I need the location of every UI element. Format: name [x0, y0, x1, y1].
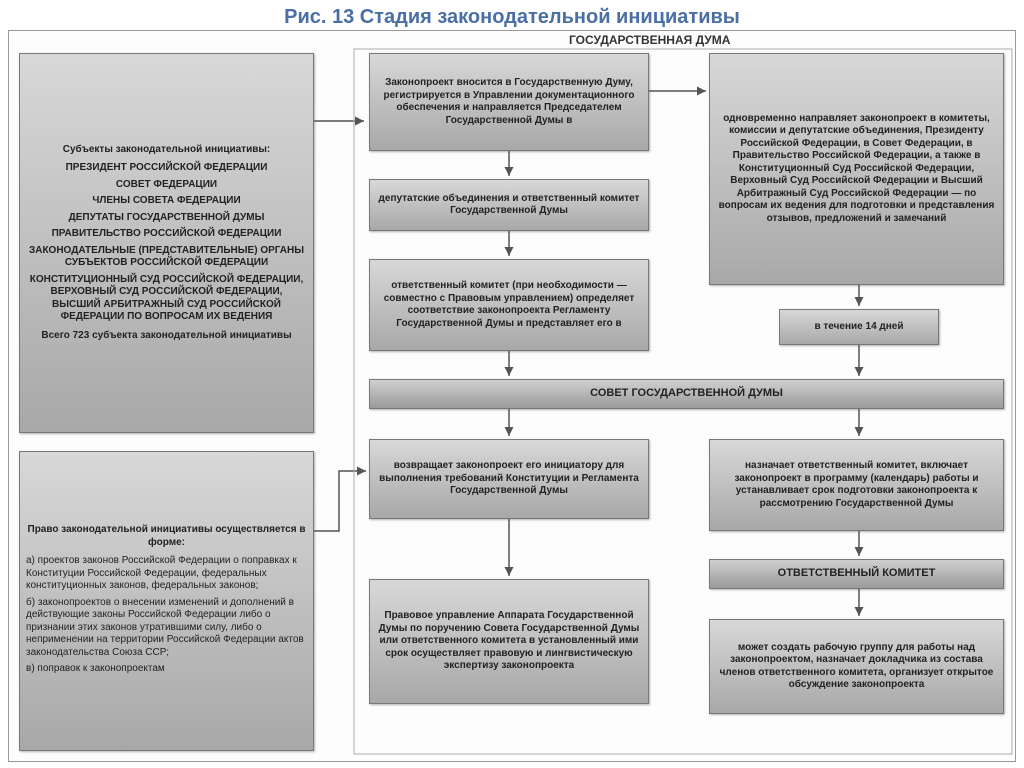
box-workgroup: может создать рабочую группу для работы … — [709, 619, 1004, 714]
committee-text: ОТВЕТСТВЕННЫЙ КОМИТЕТ — [716, 567, 997, 581]
subjects-header: Субъекты законодательной инициативы: — [26, 144, 307, 157]
subjects-item: ДЕПУТАТЫ ГОСУДАРСТВЕННОЙ ДУМЫ — [26, 212, 307, 225]
box-committees: депутатские объединения и ответственный … — [369, 179, 649, 231]
banner-council: СОВЕТ ГОСУДАРСТВЕННОЙ ДУМЫ — [369, 379, 1004, 409]
subjects-item: ЧЛЕНЫ СОВЕТА ФЕДЕРАЦИИ — [26, 195, 307, 208]
box-14days: в течение 14 дней — [779, 309, 939, 345]
workgroup-text: может создать рабочую группу для работы … — [716, 642, 997, 692]
subjects-item: ПРЕЗИДЕНТ РОССИЙСКОЙ ФЕДЕРАЦИИ — [26, 162, 307, 175]
box-return: возвращает законопроект его инициатору д… — [369, 439, 649, 519]
register-text: Законопроект вносится в Государственную … — [376, 77, 642, 127]
assign-text: назначает ответственный комитет, включае… — [716, 460, 997, 510]
right-form-item: б) законопроектов о внесении изменений и… — [26, 597, 307, 660]
box-right-form: Право законодательной инициативы осущест… — [19, 451, 314, 751]
box-responsible: ответственный комитет (при необходимости… — [369, 259, 649, 351]
duma-header-label: ГОСУДАРСТВЕННАЯ ДУМА — [569, 33, 730, 47]
box-assign: назначает ответственный комитет, включае… — [709, 439, 1004, 531]
box-subjects: Субъекты законодательной инициативы: ПРЕ… — [19, 53, 314, 433]
council-text: СОВЕТ ГОСУДАРСТВЕННОЙ ДУМЫ — [376, 387, 997, 401]
right-form-item: в) поправок к законопроектам — [26, 663, 307, 676]
subjects-item: КОНСТИТУЦИОННЫЙ СУД РОССИЙСКОЙ ФЕДЕРАЦИИ… — [26, 274, 307, 324]
box-parallel: одновременно направляет законопроект в к… — [709, 53, 1004, 285]
subjects-footer: Всего 723 субъекта законодательной иници… — [26, 330, 307, 343]
responsible-text: ответственный комитет (при необходимости… — [376, 280, 642, 330]
diagram-title: Рис. 13 Стадия законодательной инициатив… — [0, 0, 1024, 31]
diagram-canvas: ГОСУДАРСТВЕННАЯ ДУМА Субъекты законодате… — [8, 30, 1016, 762]
parallel-text: одновременно направляет законопроект в к… — [716, 113, 997, 226]
subjects-item: ПРАВИТЕЛЬСТВО РОССИЙСКОЙ ФЕДЕРАЦИИ — [26, 228, 307, 241]
box-register: Законопроект вносится в Государственную … — [369, 53, 649, 151]
days-text: в течение 14 дней — [786, 321, 932, 334]
banner-committee: ОТВЕТСТВЕННЫЙ КОМИТЕТ — [709, 559, 1004, 589]
right-form-item: а) проектов законов Российской Федерации… — [26, 555, 307, 593]
right-form-header: Право законодательной инициативы осущест… — [26, 524, 307, 549]
return-text: возвращает законопроект его инициатору д… — [376, 460, 642, 498]
box-legal: Правовое управление Аппарата Государстве… — [369, 579, 649, 704]
subjects-item: ЗАКОНОДАТЕЛЬНЫЕ (ПРЕДСТАВИТЕЛЬНЫЕ) ОРГАН… — [26, 245, 307, 270]
committees-text: депутатские объединения и ответственный … — [376, 193, 642, 218]
subjects-item: СОВЕТ ФЕДЕРАЦИИ — [26, 179, 307, 192]
legal-text: Правовое управление Аппарата Государстве… — [376, 610, 642, 673]
